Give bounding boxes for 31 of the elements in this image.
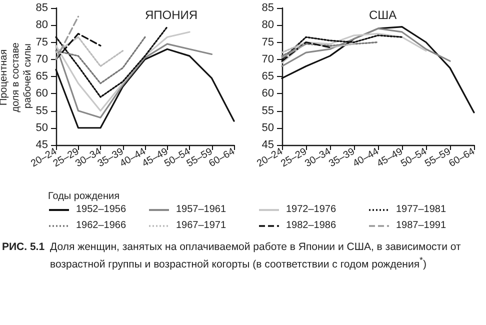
y-tick-label: 85: [36, 2, 48, 14]
chart-title: США: [369, 8, 397, 22]
chart-title: ЯПОНИЯ: [145, 8, 198, 22]
legend-label: 1952–1956: [76, 204, 126, 215]
y-tick-label: 45: [36, 139, 48, 151]
y-tick-label: 55: [262, 104, 274, 117]
y-tick-label: 65: [36, 70, 48, 82]
legend-label: 1967–1971: [176, 220, 226, 231]
text: РИС. 5.1: [2, 241, 46, 255]
legend-label: 1957–1961: [176, 204, 226, 215]
y-tick-label: 70: [36, 53, 48, 66]
y-tick-label: 60: [262, 88, 274, 100]
y-tick-label: 75: [262, 36, 274, 48]
y-tick-label: 85: [262, 2, 274, 14]
y-tick-label: 70: [262, 53, 274, 66]
y-tick-label: 75: [36, 36, 48, 48]
y-tick-label: 80: [36, 19, 48, 32]
y-tick-label: 65: [262, 70, 274, 82]
legend-label: 1962–1966: [76, 220, 126, 231]
y-tick-label: 80: [262, 19, 274, 32]
legend-title: Годы рождения: [48, 191, 121, 202]
y-tick-label: 50: [262, 122, 274, 134]
y-tick-label: 45: [262, 139, 274, 151]
legend-label: 1987–1991: [396, 220, 446, 231]
y-tick-label: 50: [36, 122, 48, 134]
y-tick-label: 55: [36, 104, 48, 117]
y-tick-label: 60: [36, 88, 48, 100]
legend-label: 1977–1981: [396, 204, 446, 215]
legend-label: 1972–1976: [286, 204, 336, 215]
legend-label: 1982–1986: [286, 220, 336, 231]
text: Доля женщин, занятых на оплачиваемой работе в Японии и США, в зависимости от возрастной группы и возрастной когорты (в соответствии с годом рождения$^{*}$): [50, 241, 462, 272]
